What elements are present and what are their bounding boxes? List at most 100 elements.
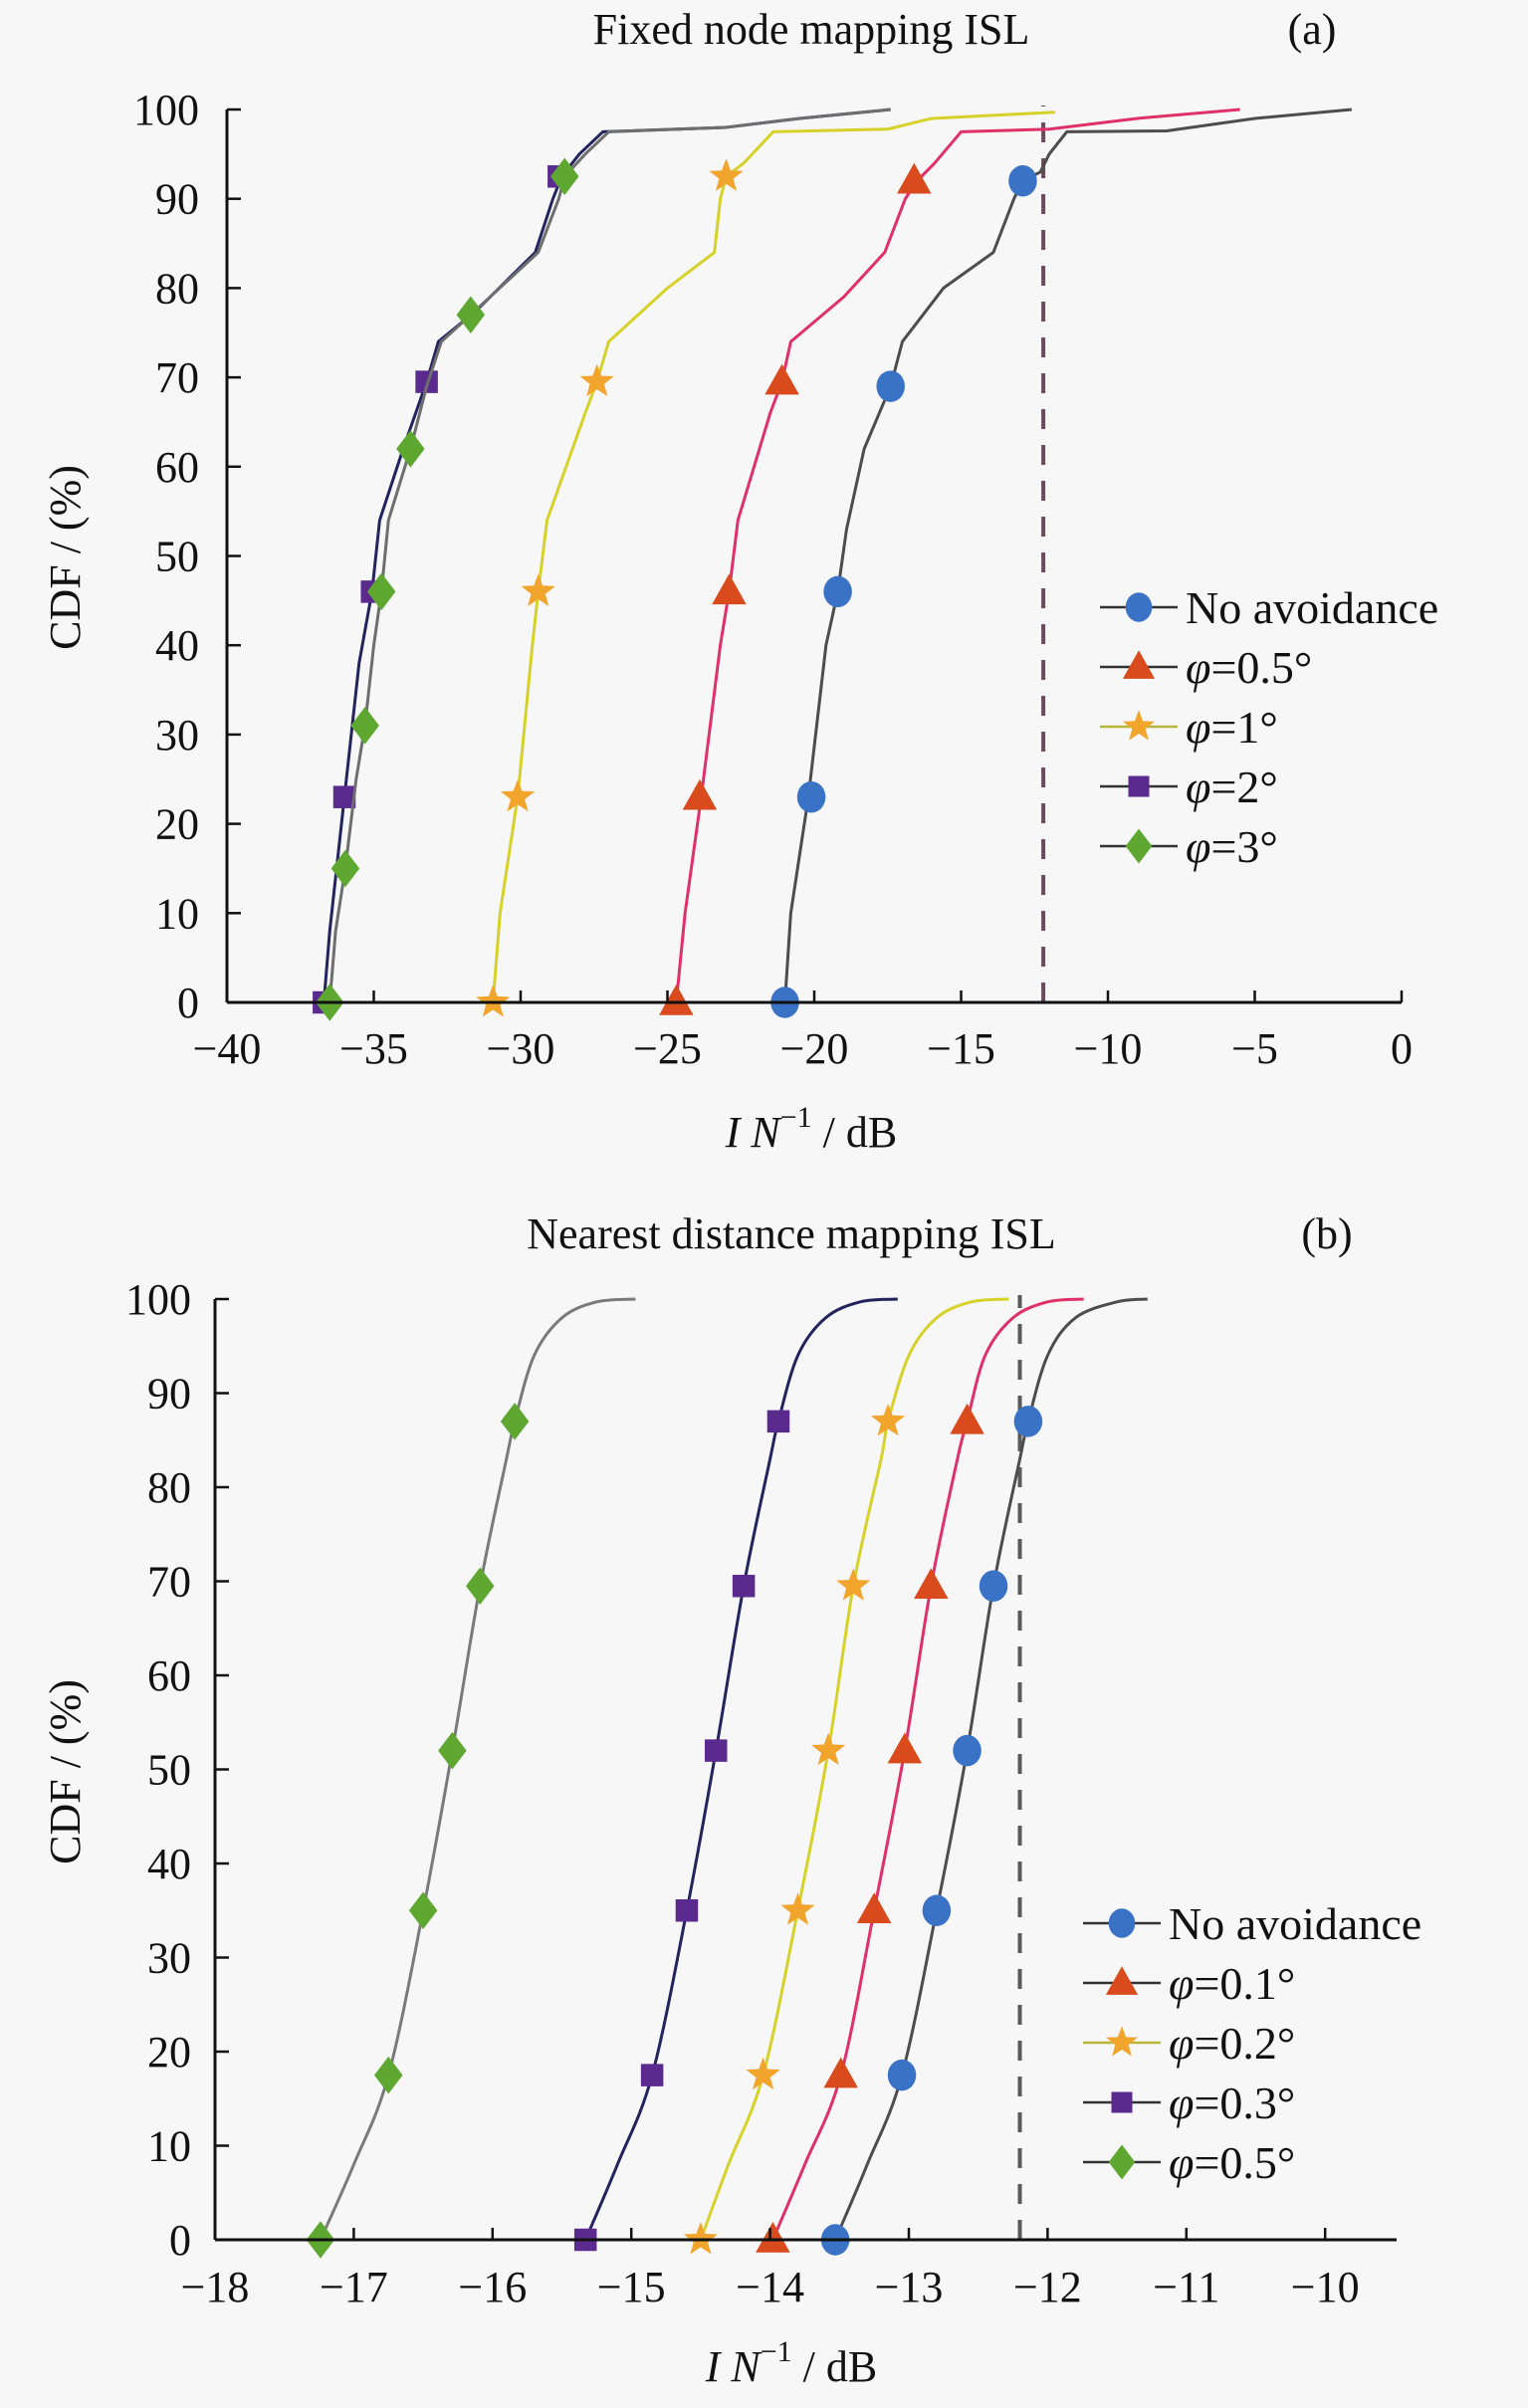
data-point-star-marker xyxy=(521,573,555,606)
x-tick-label: −13 xyxy=(875,2263,944,2311)
data-point-circle-marker xyxy=(823,575,852,608)
legend-circle-marker xyxy=(1108,1908,1136,1938)
legend-square-marker xyxy=(1111,2091,1133,2113)
y-tick-label: 0 xyxy=(169,2216,191,2265)
data-point-star-marker xyxy=(746,2057,780,2090)
legend-label: φ=0.2° xyxy=(1169,2018,1295,2069)
y-tick-label: 50 xyxy=(147,1746,191,1795)
x-tick-label: −15 xyxy=(927,1024,995,1073)
data-point-triangle-marker xyxy=(712,573,747,605)
legend-label: No avoidance xyxy=(1186,582,1438,633)
legend-label: φ=0.1° xyxy=(1169,1958,1295,2009)
data-point-diamond-marker xyxy=(374,2056,403,2094)
legend-star-marker xyxy=(1106,2026,1138,2057)
x-tick-label: −20 xyxy=(780,1024,849,1073)
data-point-circle-marker xyxy=(887,2059,917,2091)
legend-item: φ=1° xyxy=(1100,702,1278,753)
series-line xyxy=(771,1297,1084,2241)
data-point-square-marker xyxy=(766,1410,790,1433)
data-point-star-marker xyxy=(683,2222,719,2255)
x-tick-label: −18 xyxy=(181,2263,250,2311)
series-4 xyxy=(306,1297,636,2259)
data-point-diamond-marker xyxy=(438,1731,467,1770)
series-line xyxy=(322,108,891,1003)
data-point-diamond-marker xyxy=(466,1567,495,1605)
data-point-circle-marker xyxy=(796,780,826,813)
chart-title-b: Nearest distance mapping ISL xyxy=(527,1209,1056,1258)
y-tick-label: 10 xyxy=(155,889,199,938)
data-point-square-marker xyxy=(732,1574,756,1598)
x-tick-label: −10 xyxy=(1291,2263,1360,2311)
y-tick-label: 10 xyxy=(147,2122,191,2171)
x-tick-label: −11 xyxy=(1153,2263,1219,2311)
y-tick-label: 30 xyxy=(147,1934,191,1983)
data-point-star-marker xyxy=(500,778,536,812)
x-tick-label: −16 xyxy=(458,2263,527,2311)
data-point-diamond-marker xyxy=(500,1403,530,1440)
x-label-unit-b: / dB xyxy=(792,2342,878,2391)
data-point-circle-marker xyxy=(922,1894,952,1926)
series-layer-a xyxy=(313,106,1352,1021)
x-tick-label: −40 xyxy=(193,1024,262,1073)
y-tick-label: 80 xyxy=(155,264,199,313)
series-line xyxy=(583,1297,898,2241)
legend-label: φ=1° xyxy=(1186,702,1278,753)
x-axis-label-b: I N−1 / dB xyxy=(705,2335,878,2391)
x-tick-label: −10 xyxy=(1074,1024,1143,1073)
series-1 xyxy=(756,1297,1084,2253)
x-tick-label: −14 xyxy=(736,2263,804,2311)
legend-item: φ=0.5° xyxy=(1083,2137,1295,2188)
data-point-diamond-marker xyxy=(350,707,379,745)
series-line xyxy=(327,108,891,1003)
panel-b: Nearest distance mapping ISL (b) −18 −17−… xyxy=(41,1209,1421,2391)
y-tick-label: 70 xyxy=(147,1558,191,1607)
legend-label: φ=0.5° xyxy=(1186,642,1312,693)
data-point-star-marker xyxy=(780,1892,815,1925)
y-tick-label: 60 xyxy=(147,1651,191,1700)
x-axis-label-a: I N−1 / dB xyxy=(725,1101,898,1157)
x-label-main-a: I N xyxy=(725,1108,783,1157)
data-point-diamond-marker xyxy=(330,849,360,888)
series-2 xyxy=(683,1297,1009,2255)
data-point-star-marker xyxy=(811,1732,846,1766)
chart-title-a: Fixed node mapping ISL xyxy=(593,5,1030,54)
legend-circle-marker xyxy=(1125,592,1153,622)
data-point-circle-marker xyxy=(876,370,905,402)
x-tick-label: 0 xyxy=(1391,1024,1413,1073)
y-tick-label: 70 xyxy=(155,353,199,402)
legend-triangle-marker xyxy=(1122,650,1156,679)
series-3 xyxy=(573,1297,898,2252)
series-4 xyxy=(316,108,891,1021)
data-point-star-marker xyxy=(870,1403,906,1436)
legend-label: φ=0.5° xyxy=(1169,2137,1295,2188)
data-point-circle-marker xyxy=(1013,1406,1043,1437)
legend-item: φ=0.2° xyxy=(1083,2018,1295,2069)
data-point-diamond-marker xyxy=(366,572,396,611)
panel-tag-a: (a) xyxy=(1288,5,1337,54)
y-tick-label: 80 xyxy=(147,1463,191,1512)
y-axis-label-a: CDF / (%) xyxy=(41,465,90,650)
y-tick-label: 20 xyxy=(155,800,199,849)
legend-b: No avoidance φ=0.1° φ=0.2° φ=0.3° φ=0.5° xyxy=(1083,1898,1421,2188)
y-tick-label: 100 xyxy=(125,1275,191,1324)
x-tick-label: −30 xyxy=(487,1024,555,1073)
data-point-triangle-marker xyxy=(856,1892,892,1923)
data-point-triangle-marker xyxy=(756,2222,790,2253)
data-point-circle-marker xyxy=(953,1734,982,1767)
y-tick-label: 0 xyxy=(177,979,199,1027)
axes-b: −18 −17 −16 −15 −14 −13 −12 −11 −10 0 10 20 30 40 50 60… xyxy=(125,1275,1397,2311)
legend-diamond-marker xyxy=(1125,828,1153,864)
data-point-diamond-marker xyxy=(396,430,425,468)
legend-label: φ=0.3° xyxy=(1169,2078,1295,2128)
data-point-triangle-marker xyxy=(887,1732,923,1764)
legend-item: No avoidance xyxy=(1100,582,1438,633)
data-point-star-marker xyxy=(836,1568,871,1601)
data-point-diamond-marker xyxy=(456,296,486,334)
data-point-star-marker xyxy=(579,363,614,397)
data-point-diamond-marker xyxy=(550,157,579,196)
data-point-triangle-marker xyxy=(950,1403,984,1434)
legend-item: φ=2° xyxy=(1100,762,1278,812)
legend-item: φ=0.1° xyxy=(1083,1958,1295,2009)
y-tick-label: 100 xyxy=(133,86,199,134)
x-label-sup-b: −1 xyxy=(761,2335,792,2368)
